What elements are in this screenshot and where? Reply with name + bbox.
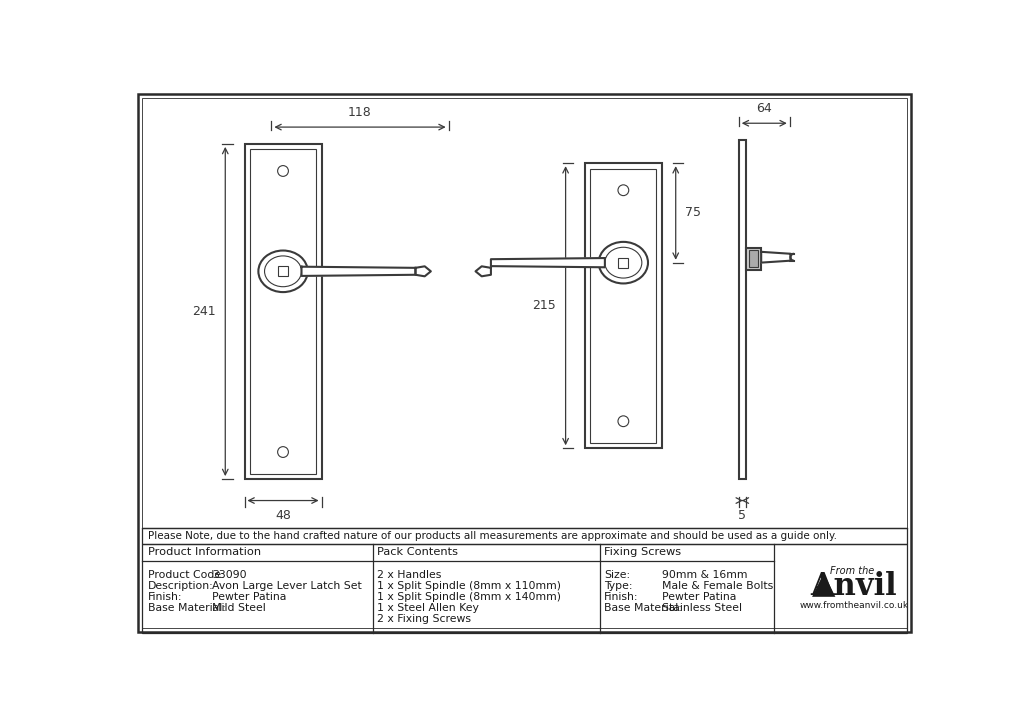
Bar [739, 140, 745, 479]
Polygon shape [761, 252, 791, 262]
Bar [142, 528, 907, 544]
Text: Anvil: Anvil [811, 572, 897, 603]
Text: Please Note, due to the hand crafted nature of our products all measurements are: Please Note, due to the hand crafted nat… [148, 531, 838, 541]
Bar [618, 257, 629, 267]
Bar [142, 544, 907, 633]
Text: Mild Steel: Mild Steel [212, 603, 266, 613]
Text: Base Material:: Base Material: [148, 603, 226, 613]
Polygon shape [475, 266, 490, 276]
Text: 1 x Steel Allen Key: 1 x Steel Allen Key [377, 603, 479, 613]
Bar [745, 248, 761, 270]
Text: Product Information: Product Information [148, 547, 261, 557]
Text: Type:: Type: [604, 581, 633, 591]
Text: 75: 75 [685, 206, 701, 219]
Bar [749, 250, 758, 267]
Text: Pewter Patina: Pewter Patina [212, 592, 287, 603]
Text: 64: 64 [757, 102, 772, 115]
Text: 2 x Handles: 2 x Handles [377, 570, 441, 580]
Ellipse shape [258, 250, 307, 292]
Text: 215: 215 [532, 299, 556, 312]
Text: Description:: Description: [148, 581, 214, 591]
Text: Pack Contents: Pack Contents [377, 547, 458, 557]
Polygon shape [416, 266, 431, 276]
Bar [245, 144, 322, 479]
Text: Finish:: Finish: [604, 592, 639, 603]
Text: Pewter Patina: Pewter Patina [662, 592, 736, 603]
Text: 1 x Split Spindle (8mm x 110mm): 1 x Split Spindle (8mm x 110mm) [377, 581, 561, 591]
Ellipse shape [605, 247, 642, 278]
Text: Size:: Size: [604, 570, 630, 580]
Text: 118: 118 [348, 106, 372, 119]
Bar [590, 169, 656, 443]
Text: 5: 5 [738, 509, 746, 522]
Text: Base Material:: Base Material: [604, 603, 682, 613]
Text: 33090: 33090 [212, 570, 247, 580]
Text: 241: 241 [193, 305, 216, 318]
Text: Finish:: Finish: [148, 592, 182, 603]
Text: Product Code:: Product Code: [148, 570, 225, 580]
Bar [585, 163, 662, 448]
Polygon shape [301, 267, 416, 276]
Text: Fixing Screws: Fixing Screws [604, 547, 681, 557]
Text: From the: From the [829, 567, 873, 577]
Polygon shape [490, 258, 605, 267]
Text: Avon Large Lever Latch Set: Avon Large Lever Latch Set [212, 581, 361, 591]
Text: Male & Female Bolts: Male & Female Bolts [662, 581, 773, 591]
Ellipse shape [264, 256, 301, 287]
Bar [250, 150, 316, 474]
Text: www.fromtheanvil.co.uk: www.fromtheanvil.co.uk [800, 601, 908, 610]
Text: Stainless Steel: Stainless Steel [662, 603, 741, 613]
Text: 2 x Fixing Screws: 2 x Fixing Screws [377, 615, 471, 625]
Text: ▲: ▲ [811, 570, 835, 599]
Text: 48: 48 [275, 509, 291, 522]
Text: 1 x Split Spindle (8mm x 140mm): 1 x Split Spindle (8mm x 140mm) [377, 592, 561, 603]
Ellipse shape [599, 242, 648, 283]
Text: 90mm & 16mm: 90mm & 16mm [662, 570, 748, 580]
Bar [278, 266, 288, 276]
